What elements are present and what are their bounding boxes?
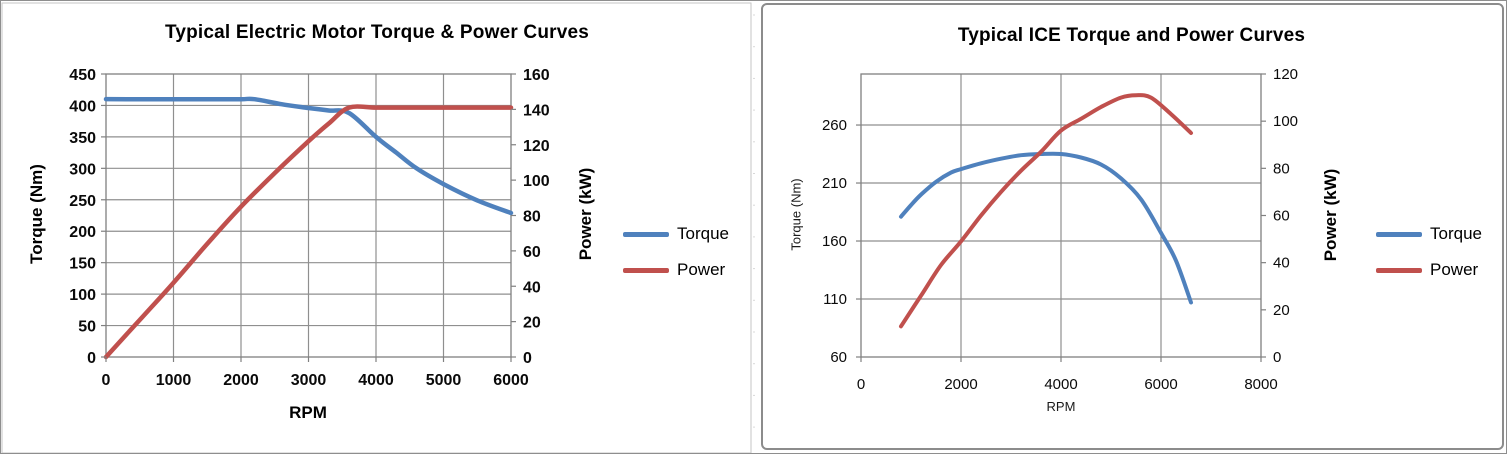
- y-axis-title-torque: Torque (Nm): [27, 164, 46, 264]
- y-right-tick-label: 0: [1273, 349, 1281, 366]
- y-left-tick-label: 300: [69, 161, 96, 178]
- y-left-tick-label: 160: [822, 233, 847, 250]
- legend-label-torque: Torque: [677, 224, 729, 243]
- legend-item-power: Power: [1376, 260, 1478, 280]
- ice-chart-plot: 0 2000 4000 6000 8000 60 110 160 210 260 0 20 40 60 80…: [761, 3, 1504, 450]
- y-left-tick-label: 400: [69, 98, 96, 115]
- y-right-tick-label: 20: [1273, 302, 1290, 319]
- y-right-tick-label: 160: [523, 67, 550, 84]
- series-curve-torque: [899, 151, 1193, 305]
- y-left-tick-label: 250: [69, 193, 96, 210]
- x-axis-title-rpm: RPM: [1046, 399, 1076, 414]
- y-axis-title-power: Power (kW): [576, 167, 595, 261]
- x-tick-label: 6000: [493, 372, 529, 389]
- x-axis-title-rpm: RPM: [289, 403, 327, 422]
- chart-title-electric-motor: Typical Electric Motor Torque & Power Cu…: [164, 22, 590, 43]
- chart-title-ice: Typical ICE Torque and Power Curves: [957, 25, 1306, 46]
- y-left-tick-label: 50: [78, 319, 96, 336]
- y-left-tick-label: 60: [830, 349, 847, 366]
- legend-swatch-power: [1376, 267, 1422, 273]
- legend-label-power: Power: [1430, 260, 1479, 279]
- y-right-tick-label: 60: [523, 244, 541, 261]
- y-right-tick-label: 140: [523, 102, 550, 119]
- electric-motor-chart-plot: 0 1000 2000 3000 4000 5000 6000050100150200250…: [1, 2, 752, 453]
- y-right-tick-label: 40: [1273, 255, 1290, 272]
- y-right-tick-label: 20: [523, 315, 541, 332]
- y-left-tick-label: 110: [823, 291, 847, 308]
- y-right-tick-label: 80: [523, 209, 541, 226]
- x-tick-label: 5000: [426, 372, 462, 389]
- x-tick-label: 3000: [291, 372, 327, 389]
- chart-frame: [761, 3, 1504, 450]
- series-curve-torque: [103, 96, 514, 216]
- x-tick-label: 0: [857, 376, 865, 393]
- y-left-tick-label: 100: [69, 287, 96, 304]
- x-tick-label: 6000: [1144, 376, 1177, 393]
- y-axis-title-torque: Torque (Nm): [788, 178, 804, 251]
- y-left-tick-label: 450: [69, 67, 96, 84]
- x-tick-label: 2000: [944, 376, 977, 393]
- y-left-tick-label: 0: [87, 350, 96, 367]
- legend-item-torque: Torque: [623, 224, 729, 244]
- y-right-tick-label: 120: [1273, 66, 1298, 83]
- x-tick-label: 8000: [1244, 376, 1277, 393]
- legend-label-torque: Torque: [1430, 224, 1482, 243]
- y-right-tick-label: 60: [1273, 208, 1290, 225]
- y-left-tick-label: 200: [69, 224, 96, 241]
- y-right-tick-label: 0: [523, 350, 532, 367]
- y-right-tick-label: 100: [1273, 113, 1298, 130]
- series-curve-power: [103, 104, 514, 360]
- x-tick-label: 0: [102, 372, 111, 389]
- x-tick-label: 2000: [223, 372, 259, 389]
- chart-frame: [1, 2, 752, 453]
- legend-swatch-torque: [1376, 231, 1422, 237]
- legend-label-power: Power: [677, 260, 726, 279]
- series-curve-power: [899, 93, 1193, 329]
- chart-panel-ice: 0 2000 4000 6000 8000 60 110 160 210 260 0 20 40 60 80…: [755, 1, 1506, 453]
- y-left-tick-label: 350: [69, 130, 96, 147]
- y-right-tick-label: 100: [523, 173, 550, 190]
- y-left-tick-label: 260: [822, 117, 847, 134]
- legend-swatch-torque: [623, 231, 669, 237]
- y-left-tick-label: 150: [69, 256, 96, 273]
- chart-panel-electric-motor: 0 1000 2000 3000 4000 5000 6000 0 50 100 150 200 250…: [1, 1, 753, 453]
- x-tick-label: 1000: [156, 372, 192, 389]
- y-axis-title-power: Power (kW): [1321, 168, 1340, 262]
- y-left-tick-label: 210: [822, 175, 847, 192]
- legend-swatch-power: [623, 267, 669, 273]
- legend-item-torque: Torque: [1376, 224, 1482, 244]
- y-right-tick-label: 120: [523, 138, 550, 155]
- y-right-tick-label: 40: [523, 279, 541, 296]
- legend-item-power: Power: [623, 260, 725, 280]
- x-tick-label: 4000: [358, 372, 394, 389]
- x-tick-label: 4000: [1044, 376, 1077, 393]
- y-right-tick-label: 80: [1273, 160, 1290, 177]
